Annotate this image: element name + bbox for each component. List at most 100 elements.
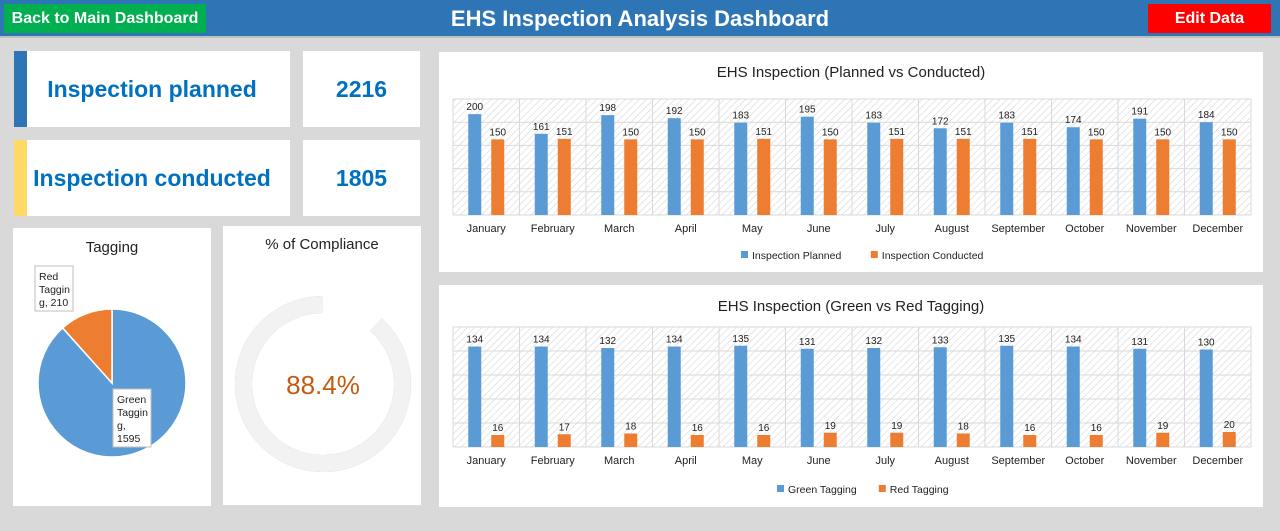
- x-tick-label: October: [1065, 455, 1104, 467]
- x-tick-label: December: [1192, 223, 1243, 235]
- data-label: 130: [1198, 338, 1215, 349]
- pie-slice-red: [61, 308, 113, 385]
- data-label: 195: [799, 105, 816, 116]
- legend-swatch: [870, 251, 878, 258]
- bar-b: [491, 435, 505, 447]
- kpi-conducted-card: Inspection conducted: [14, 140, 290, 216]
- bar-b: [1222, 432, 1236, 447]
- planned-vs-conducted-chart: EHS Inspection (Planned vs Conducted) 200…: [452, 64, 1252, 262]
- compliance-chart-title: % of Compliance: [265, 236, 379, 253]
- x-tick-label: December: [1192, 455, 1243, 467]
- x-tick-label: June: [807, 455, 831, 467]
- data-label: 172: [932, 116, 949, 127]
- data-label: 16: [758, 423, 770, 434]
- bar-b: [1023, 435, 1037, 447]
- data-label: 184: [1198, 110, 1215, 121]
- bar-a: [667, 346, 681, 447]
- bar-b: [757, 435, 771, 447]
- x-tick-label: June: [807, 223, 831, 235]
- kpi-conducted-value: 1805: [335, 164, 388, 191]
- legend-swatch: [741, 251, 748, 258]
- legend-label: Inspection Conducted: [882, 250, 984, 262]
- bar-a: [468, 114, 482, 215]
- x-tick-label: September: [991, 455, 1045, 467]
- bar-a: [800, 348, 814, 447]
- x-tick-label: March: [604, 455, 635, 467]
- red-tagging-label-line: Taggin: [39, 284, 70, 296]
- legend-swatch: [777, 485, 784, 492]
- bar-b: [624, 139, 638, 215]
- bar-a: [1066, 127, 1080, 215]
- data-label: 19: [1157, 421, 1169, 432]
- red-tagging-label-line: g, 210: [39, 297, 68, 309]
- x-tick-label: March: [604, 223, 635, 235]
- bar-a: [1199, 122, 1213, 215]
- compliance-chart-card: % of Compliance 88.4%: [223, 226, 421, 505]
- kpi-planned-value-card: 2216: [303, 51, 420, 127]
- data-label: 135: [998, 334, 1015, 345]
- data-label: 19: [825, 421, 837, 432]
- data-label: 183: [732, 111, 749, 122]
- x-tick-label: September: [991, 223, 1045, 235]
- back-to-main-dashboard-button[interactable]: Back to Main Dashboard: [4, 4, 206, 33]
- chart-title: EHS Inspection (Green vs Red Tagging): [718, 298, 985, 315]
- bar-a: [534, 133, 548, 215]
- edit-data-button[interactable]: Edit Data: [1148, 4, 1271, 33]
- data-label: 151: [1021, 127, 1038, 138]
- data-label: 150: [1221, 127, 1238, 138]
- data-label: 16: [692, 423, 704, 434]
- x-tick-label: August: [935, 455, 969, 467]
- green-tagging-label-line: Green: [117, 394, 146, 406]
- data-label: 183: [865, 111, 882, 122]
- bar-b: [823, 432, 837, 447]
- data-label: 151: [888, 127, 905, 138]
- planned-vs-conducted-chart-card: EHS Inspection (Planned vs Conducted) 200…: [439, 52, 1263, 272]
- green-tagging-label-box: [112, 388, 152, 448]
- data-label: 200: [466, 102, 483, 113]
- tagging-chart-title: Tagging: [85, 239, 139, 256]
- green-tagging-label-line: Taggin: [117, 407, 148, 419]
- chart-title: EHS Inspection (Planned vs Conducted): [717, 64, 985, 81]
- x-tick-label: May: [742, 223, 763, 235]
- legend-label: Inspection Planned: [752, 250, 841, 262]
- x-tick-label: November: [1126, 455, 1177, 467]
- data-label: 150: [1154, 127, 1171, 138]
- data-label: 132: [599, 336, 616, 347]
- header-bar: Back to Main Dashboard EHS Inspection An…: [0, 0, 1280, 38]
- green-vs-red-chart: EHS Inspection (Green vs Red Tagging) 134…: [452, 298, 1252, 496]
- x-tick-label: July: [875, 223, 895, 235]
- x-tick-label: February: [531, 455, 576, 467]
- bar-b: [1089, 435, 1103, 447]
- data-label: 150: [689, 127, 706, 138]
- data-label: 18: [958, 422, 970, 433]
- data-label: 192: [666, 106, 683, 117]
- data-label: 183: [998, 111, 1015, 122]
- bar-a: [1133, 348, 1147, 447]
- kpi-conducted-label: Inspection conducted: [33, 164, 271, 191]
- bar-a: [1199, 349, 1213, 447]
- bar-b: [1156, 139, 1170, 215]
- kpi-conducted-value-card: 1805: [303, 140, 420, 216]
- bar-a: [534, 346, 548, 447]
- bar-b: [1089, 139, 1103, 215]
- legend-label: Red Tagging: [890, 484, 949, 496]
- bar-b: [1156, 432, 1170, 447]
- legend-swatch: [878, 485, 886, 492]
- data-label: 131: [799, 337, 816, 348]
- green-vs-red-chart-card: EHS Inspection (Green vs Red Tagging) 134…: [439, 285, 1263, 507]
- bar-b: [890, 138, 904, 215]
- data-label: 191: [1131, 107, 1148, 118]
- data-label: 134: [533, 335, 550, 346]
- bar-b: [956, 433, 970, 447]
- data-label: 16: [1024, 423, 1036, 434]
- bar-a: [933, 128, 947, 215]
- data-label: 18: [625, 422, 637, 433]
- green-tagging-label-line: 1595: [117, 433, 141, 445]
- data-label: 198: [599, 103, 616, 114]
- red-tagging-label-box: [34, 265, 74, 312]
- data-label: 161: [533, 122, 550, 133]
- compliance-value: 88.4%: [286, 370, 360, 400]
- bar-a: [1133, 118, 1147, 215]
- bar-b: [557, 434, 571, 447]
- bar-b: [1023, 138, 1037, 215]
